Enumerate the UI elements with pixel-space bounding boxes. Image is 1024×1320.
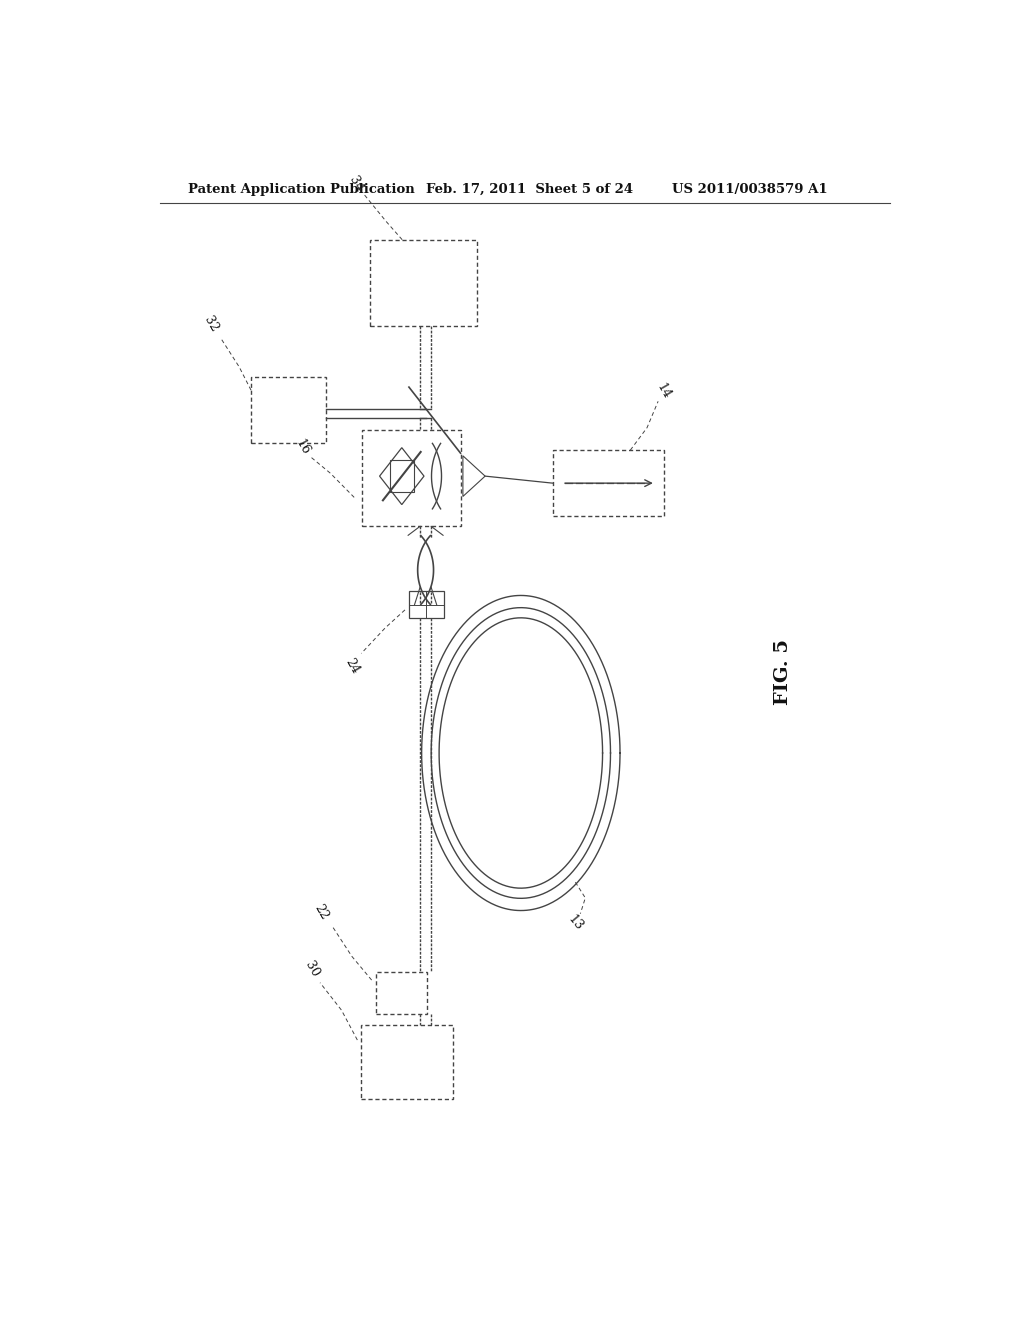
Bar bbox=[361, 1026, 453, 1098]
Bar bbox=[362, 430, 461, 527]
Text: 14: 14 bbox=[654, 381, 674, 401]
Bar bbox=[376, 972, 427, 1014]
Bar bbox=[389, 461, 414, 492]
Text: 34: 34 bbox=[346, 174, 366, 194]
Text: Patent Application Publication: Patent Application Publication bbox=[187, 183, 415, 195]
Text: 22: 22 bbox=[312, 903, 331, 923]
Text: 16: 16 bbox=[293, 437, 312, 457]
Bar bbox=[553, 450, 664, 516]
Text: 13: 13 bbox=[565, 913, 586, 933]
Text: 32: 32 bbox=[202, 314, 221, 334]
Text: FIG. 5: FIG. 5 bbox=[774, 639, 792, 705]
Text: US 2011/0038579 A1: US 2011/0038579 A1 bbox=[672, 183, 827, 195]
Text: 24: 24 bbox=[342, 656, 361, 677]
Text: Feb. 17, 2011  Sheet 5 of 24: Feb. 17, 2011 Sheet 5 of 24 bbox=[426, 183, 633, 195]
Bar bbox=[370, 240, 477, 326]
Bar bbox=[409, 591, 443, 618]
Text: 30: 30 bbox=[302, 960, 322, 979]
Bar bbox=[251, 378, 327, 444]
